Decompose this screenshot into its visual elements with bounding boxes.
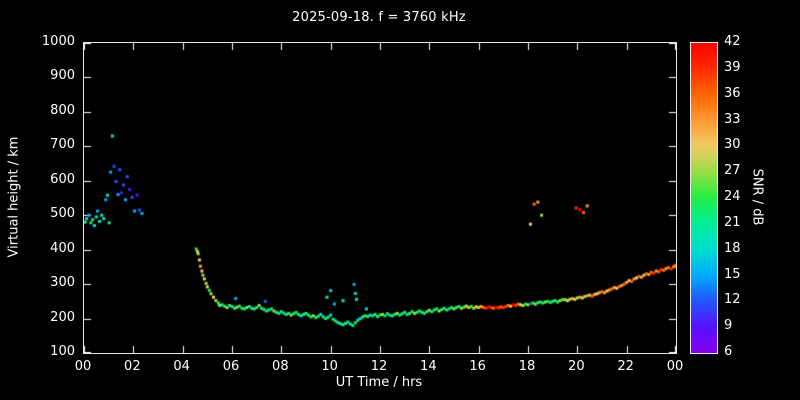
y-tick-label: 700	[50, 137, 75, 153]
colorbar-tick-label: 9	[724, 318, 733, 334]
y-tick-label: 400	[50, 240, 75, 256]
y-tick-label: 200	[50, 309, 75, 325]
colorbar-tick-label: 39	[724, 59, 741, 75]
y-axis-label: Virtual height / km	[6, 136, 22, 258]
plot-area	[83, 42, 677, 354]
x-tick-label: 02	[124, 359, 141, 374]
y-tick-label: 800	[50, 102, 75, 118]
x-tick-label: 06	[222, 359, 240, 374]
colorbar-tick-label: 42	[724, 34, 741, 49]
x-tick-label: 12	[370, 359, 388, 374]
colorbar-tick-label: 18	[724, 240, 741, 256]
x-tick-label: 00	[74, 359, 92, 374]
x-tick-label: 00	[666, 359, 684, 374]
colorbar-tick-label: 12	[724, 292, 741, 308]
colorbar	[690, 42, 718, 354]
y-tick-label: 600	[50, 171, 75, 187]
x-tick-label: 04	[173, 359, 190, 374]
x-tick-label: 08	[272, 359, 289, 374]
colorbar-tick-label: 21	[724, 214, 741, 230]
colorbar-label: SNR / dB	[749, 168, 765, 226]
x-tick-label: 10	[321, 359, 338, 374]
y-tick-label: 1000	[41, 34, 75, 49]
chart-title: 2025-09-18. f = 3760 kHz	[292, 10, 466, 25]
colorbar-tick-label: 27	[724, 163, 741, 179]
x-tick-label: 18	[518, 359, 536, 374]
colorbar-tick-label: 33	[724, 111, 741, 127]
colorbar-tick-label: 15	[724, 266, 741, 282]
y-tick-label: 100	[50, 344, 75, 359]
x-tick-label: 20	[568, 359, 585, 374]
colorbar-tick-label: 36	[724, 85, 741, 101]
y-tick-label: 300	[50, 275, 75, 291]
y-tick-label: 500	[50, 206, 75, 222]
x-tick-label: 16	[469, 359, 486, 374]
x-tick-label: 14	[420, 359, 437, 374]
x-tick-label: 22	[617, 359, 634, 374]
colorbar-tick-label: 6	[724, 344, 733, 359]
y-tick-label: 900	[50, 68, 75, 84]
colorbar-tick-label: 24	[724, 189, 741, 204]
x-axis-label: UT Time / hrs	[335, 375, 423, 390]
colorbar-tick-label: 30	[724, 137, 741, 153]
